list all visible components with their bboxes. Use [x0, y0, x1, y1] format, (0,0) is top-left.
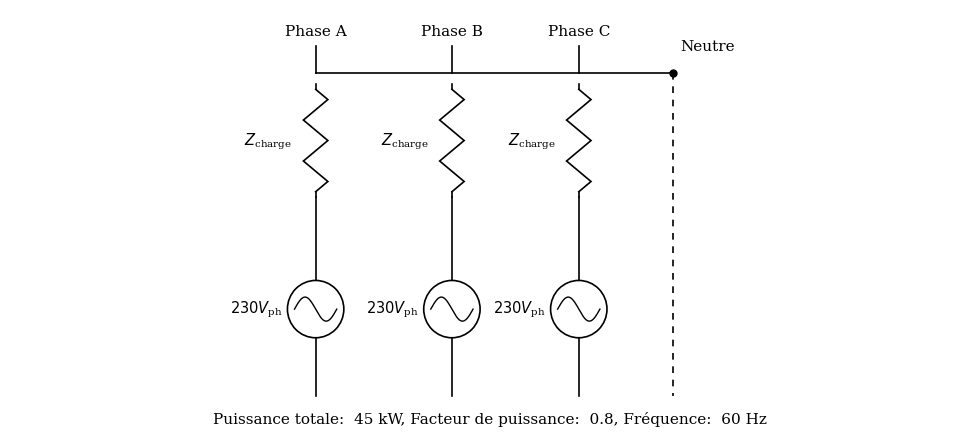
- Text: Phase A: Phase A: [285, 25, 346, 39]
- Text: Puissance totale:  45 kW, Facteur de puissance:  0.8, Fréquence:  60 Hz: Puissance totale: 45 kW, Facteur de puis…: [212, 411, 766, 426]
- Text: Neutre: Neutre: [680, 39, 734, 53]
- Text: Phase B: Phase B: [421, 25, 482, 39]
- Text: Phase C: Phase C: [547, 25, 609, 39]
- Text: $230V_{\mathregular{ph}}$: $230V_{\mathregular{ph}}$: [493, 299, 546, 320]
- Text: $Z_{\mathregular{charge}}$: $Z_{\mathregular{charge}}$: [244, 131, 291, 152]
- Text: $230V_{\mathregular{ph}}$: $230V_{\mathregular{ph}}$: [366, 299, 419, 320]
- Text: $Z_{\mathregular{charge}}$: $Z_{\mathregular{charge}}$: [380, 131, 428, 152]
- Text: $230V_{\mathregular{ph}}$: $230V_{\mathregular{ph}}$: [230, 299, 283, 320]
- Text: $Z_{\mathregular{charge}}$: $Z_{\mathregular{charge}}$: [507, 131, 555, 152]
